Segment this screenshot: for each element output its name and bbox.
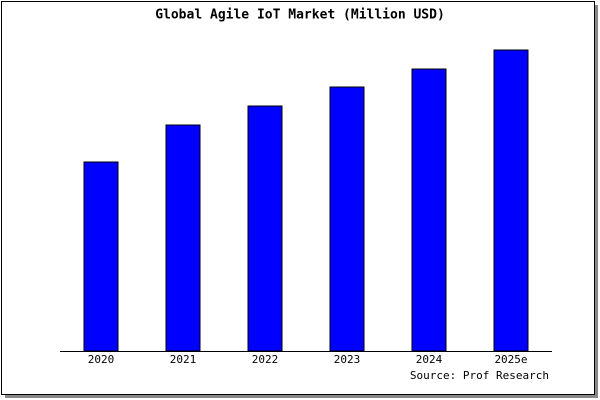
chart-title: Global Agile IoT Market (Million USD) [155, 8, 445, 23]
bar [247, 105, 283, 352]
x-tick-label: 2024 [416, 353, 443, 366]
x-tick-label: 2022 [252, 353, 279, 366]
x-tick-label: 2023 [334, 353, 361, 366]
bar [83, 161, 119, 352]
x-tick-label: 2020 [88, 353, 115, 366]
bar [329, 86, 365, 352]
bar [411, 68, 447, 352]
x-tick-label: 2021 [170, 353, 197, 366]
x-tick-label: 2025e [494, 353, 527, 366]
bar [493, 49, 529, 352]
source-note: Source: Prof Research [410, 369, 549, 382]
bar [165, 124, 201, 352]
